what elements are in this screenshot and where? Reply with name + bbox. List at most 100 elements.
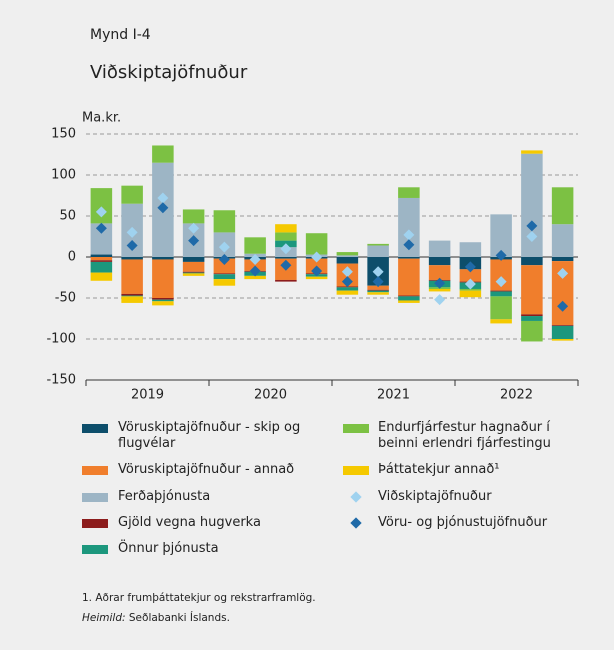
bar-segment <box>275 224 297 233</box>
x-tick-label: 2019 <box>131 388 164 403</box>
x-tick-label: 2021 <box>377 388 410 403</box>
bar-segment <box>152 145 174 163</box>
bar-segment <box>121 185 143 204</box>
marker <box>341 266 353 278</box>
marker <box>280 243 292 255</box>
legend-swatch <box>343 424 369 433</box>
bar-segment <box>521 320 543 342</box>
legend-label: Ferðaþjónusta <box>118 489 211 504</box>
bar-segment <box>121 295 143 297</box>
marker <box>311 251 323 263</box>
marker <box>464 278 476 290</box>
bar-segment <box>90 260 113 262</box>
bar-segment <box>121 259 143 294</box>
bar-segment <box>551 325 574 339</box>
bar-segment <box>490 214 512 257</box>
bar-segment <box>521 150 543 154</box>
bar-segment <box>152 301 174 306</box>
marker <box>495 276 507 288</box>
bar-segment <box>428 257 451 266</box>
bar-segment <box>367 290 389 293</box>
bar-segment <box>490 290 512 292</box>
bar-segment <box>213 274 236 280</box>
legend-label: Önnur þjónusta <box>118 541 219 556</box>
marker <box>434 294 446 306</box>
bar-segment <box>182 271 205 273</box>
bar-segment <box>121 293 143 296</box>
marker <box>495 249 507 261</box>
bar-segment <box>275 279 297 282</box>
bar-segment <box>90 257 113 261</box>
y-tick-label: 50 <box>59 209 76 224</box>
legend-label: Þáttatekjur annað¹ <box>378 462 500 477</box>
bar-segment <box>213 210 236 233</box>
bar-segment <box>521 314 543 317</box>
legend-label: Vöruskiptajöfnuður - annað <box>118 462 295 477</box>
bar-segment <box>336 290 359 295</box>
bar-segment <box>398 258 420 296</box>
y-tick-label: -100 <box>46 332 76 347</box>
bar-segment <box>213 273 236 275</box>
bar-segment <box>182 261 205 272</box>
bar-segment <box>121 257 143 260</box>
source-text: Seðlabanki Íslands. <box>128 612 230 624</box>
bar-segment <box>490 296 512 320</box>
bar-segment <box>459 288 482 291</box>
legend-label: Viðskiptajöfnuður <box>378 489 492 504</box>
bar-segment <box>152 259 174 298</box>
bar-segment <box>336 255 359 257</box>
bar-segment <box>551 257 574 262</box>
legend-swatch <box>82 545 108 554</box>
source-label: Heimild: <box>82 612 126 624</box>
bar-segment <box>551 224 574 257</box>
bar-segment <box>367 285 389 290</box>
legend-label: Vöruskiptajöfnuður - skip og flugvélar <box>118 420 301 451</box>
marker <box>188 235 200 247</box>
marker <box>434 277 446 289</box>
bar-segment <box>182 257 205 262</box>
bar-segment <box>367 245 389 257</box>
legend-swatch <box>82 424 108 433</box>
bar-segment <box>275 257 297 259</box>
bar-segment <box>336 257 359 264</box>
bar-segment <box>90 254 113 257</box>
bar-segment <box>336 252 359 256</box>
bar-segment <box>459 269 482 282</box>
legend-label: Vöru- og þjónustujöfnuður <box>378 515 548 530</box>
bar-segment <box>90 272 113 281</box>
marker <box>557 267 569 279</box>
bar-segment <box>152 298 174 300</box>
bar-segment <box>121 296 143 303</box>
bar-segment <box>459 242 482 257</box>
bar-segment <box>428 288 451 292</box>
bar-segment <box>490 291 512 297</box>
bar-segment <box>398 295 420 297</box>
bar-segment <box>336 287 359 291</box>
y-tick-label: 0 <box>68 250 76 265</box>
bar-segment <box>521 265 543 315</box>
bar-segment <box>367 292 389 295</box>
bar-segment <box>305 276 328 280</box>
bar-segment <box>275 232 297 241</box>
marker <box>126 226 138 238</box>
marker <box>372 266 384 278</box>
marker <box>403 239 415 251</box>
marker <box>157 202 169 214</box>
bar-segment <box>90 223 113 255</box>
bar-segment <box>244 237 266 254</box>
footnote: 1. Aðrar frumþáttatekjur og rekstrarfram… <box>82 592 316 604</box>
y-tick-label: -150 <box>46 373 76 388</box>
bar-segment <box>152 299 174 302</box>
y-tick-label: 150 <box>51 127 76 142</box>
bar-segment <box>398 296 420 301</box>
bar-segment <box>398 187 420 198</box>
bar-segment <box>398 257 420 259</box>
chart-title: Viðskiptajöfnuður <box>90 62 248 83</box>
bar-segment <box>367 289 389 291</box>
bar-segment <box>551 261 574 326</box>
bar-segment <box>521 316 543 321</box>
marker <box>95 206 107 218</box>
marker <box>157 192 169 204</box>
marker <box>188 222 200 234</box>
